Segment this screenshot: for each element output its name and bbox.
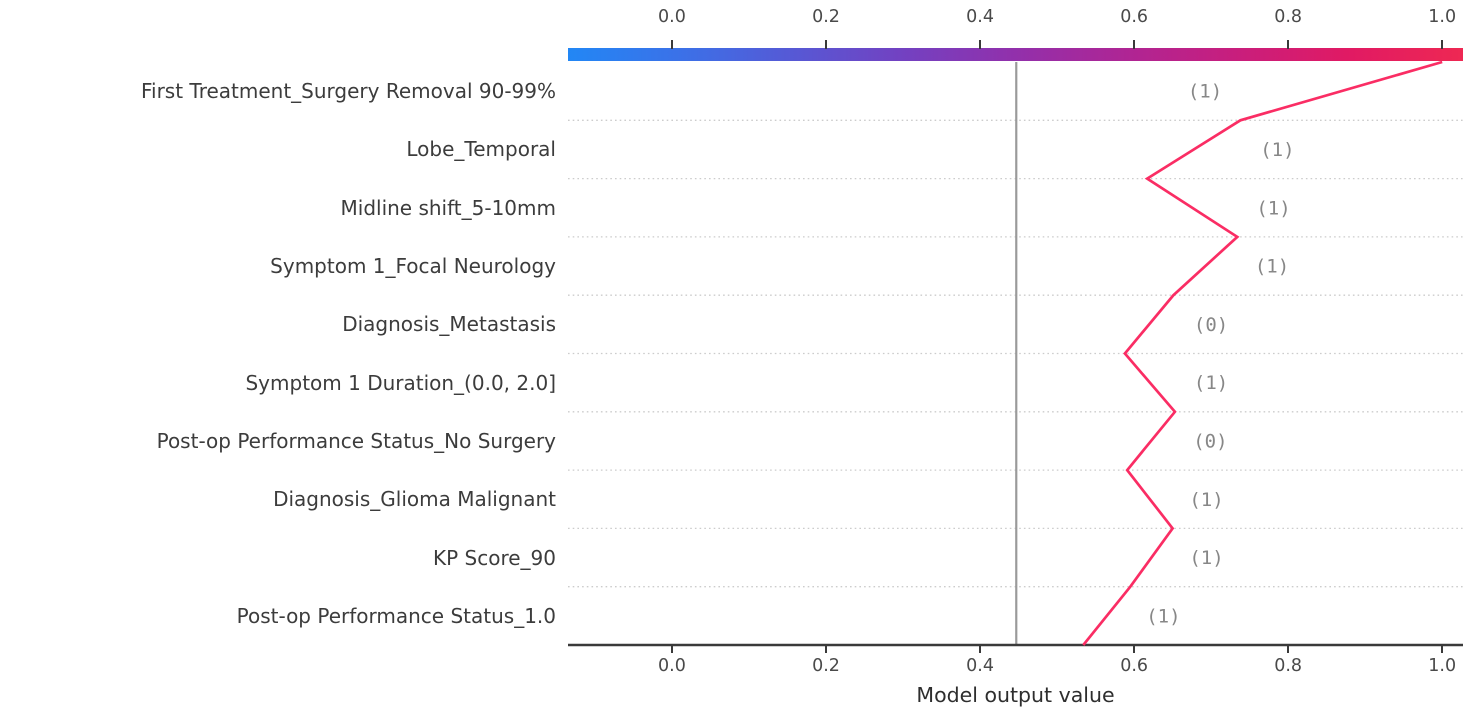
x-axis-title: Model output value — [916, 683, 1115, 707]
x-axis-tick-mark — [825, 646, 828, 653]
feature-label: Lobe_Temporal — [406, 137, 556, 162]
top-axis-tick-mark — [1287, 40, 1290, 49]
colorbar-gradient — [568, 48, 1463, 61]
feature-label: KP Score_90 — [433, 545, 556, 570]
feature-value-annotation: (1) — [1146, 605, 1180, 627]
x-axis-tick-mark — [1287, 646, 1290, 653]
top-axis-tick-label: 0.4 — [966, 7, 994, 27]
top-axis-tick-mark — [670, 40, 673, 49]
top-axis-tick-label: 0.8 — [1274, 7, 1303, 27]
top-axis-tick-mark — [1441, 40, 1444, 49]
feature-label: First Treatment_Surgery Removal 90-99% — [140, 79, 556, 104]
x-axis-tick-mark — [979, 646, 982, 653]
feature-value-annotation: (0) — [1193, 430, 1227, 452]
x-axis-tick-label: 0.8 — [1274, 656, 1303, 676]
feature-label: Diagnosis_Metastasis — [342, 312, 556, 337]
top-axis-tick-mark — [979, 40, 982, 49]
feature-value-annotation: (1) — [1188, 81, 1222, 103]
feature-label: Symptom 1 Duration_(0.0, 2.0] — [245, 370, 556, 395]
top-axis-tick-label: 0.2 — [812, 7, 840, 27]
top-axis-tick-label: 0.6 — [1120, 7, 1149, 27]
x-axis-tick-label: 0.6 — [1120, 656, 1149, 676]
top-axis-tick-mark — [1133, 40, 1136, 49]
feature-label: Diagnosis_Glioma Malignant — [273, 487, 556, 512]
feature-value-annotation: (1) — [1189, 547, 1223, 569]
x-axis-tick-mark — [670, 646, 673, 653]
top-axis-tick-label: 1.0 — [1428, 7, 1457, 27]
feature-value-annotation: (1) — [1260, 139, 1294, 161]
feature-label: Post-op Performance Status_No Surgery — [156, 428, 556, 453]
top-axis-tick-label: 0.0 — [658, 7, 686, 27]
feature-value-annotation: (1) — [1256, 197, 1290, 219]
x-axis-tick-mark — [1133, 646, 1136, 653]
feature-label: Midline shift_5-10mm — [340, 195, 557, 220]
feature-value-annotation: (1) — [1189, 489, 1223, 511]
x-axis-tick-label: 1.0 — [1428, 656, 1457, 676]
top-axis-tick-mark — [825, 40, 828, 49]
feature-value-annotation: (0) — [1194, 314, 1228, 336]
decision-path-line — [1082, 60, 1443, 646]
x-axis-tick-label: 0.2 — [812, 656, 840, 676]
feature-value-annotation: (1) — [1194, 372, 1228, 394]
feature-label: Post-op Performance Status_1.0 — [236, 603, 556, 628]
x-axis-tick-label: 0.0 — [658, 656, 686, 676]
x-axis-tick-label: 0.4 — [966, 656, 994, 676]
feature-label: Symptom 1_Focal Neurology — [270, 254, 556, 279]
x-axis-tick-mark — [1441, 646, 1444, 653]
feature-value-annotation: (1) — [1255, 256, 1289, 278]
